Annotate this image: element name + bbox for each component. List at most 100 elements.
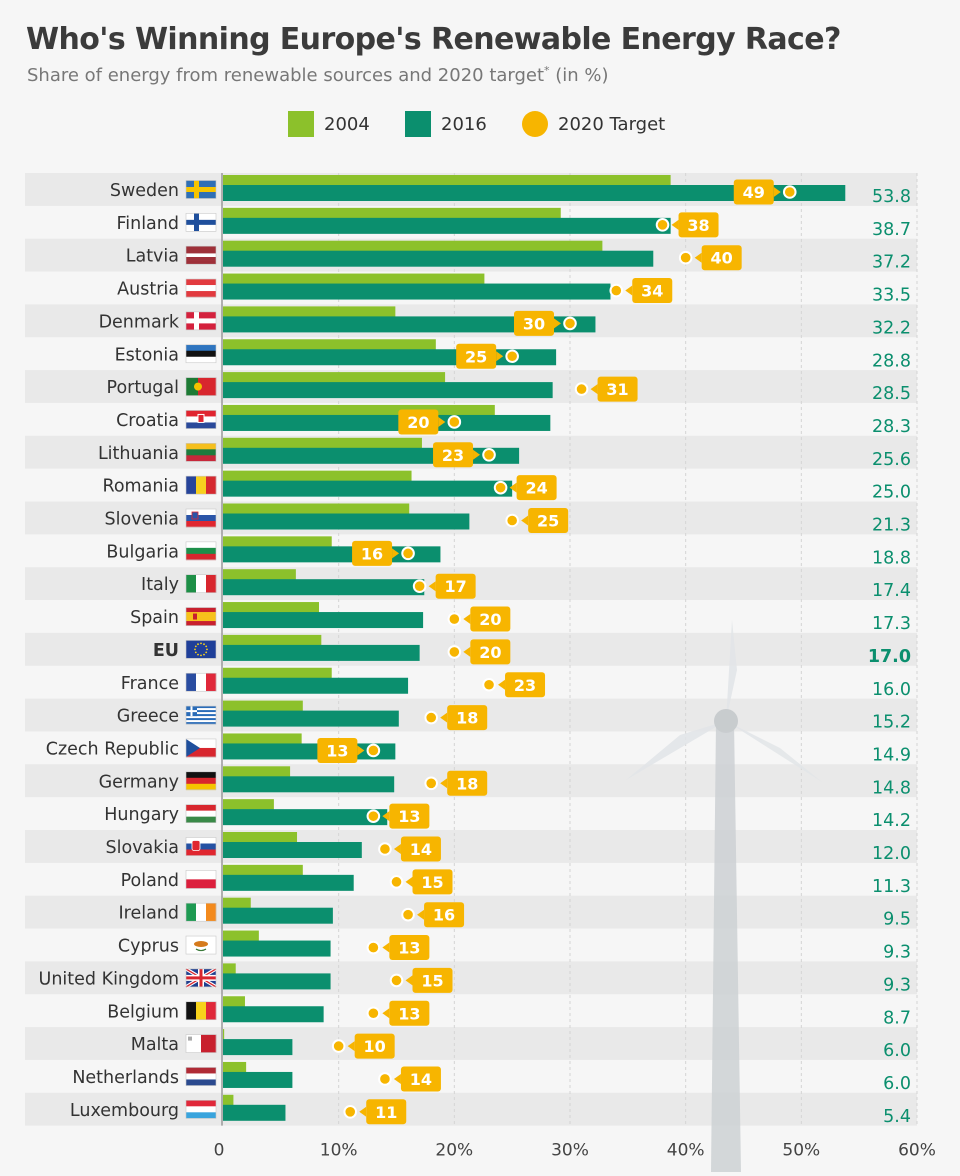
category-label: Netherlands (72, 1068, 179, 1088)
target-value-label: 23 (442, 446, 464, 465)
flag-border (185, 1099, 217, 1119)
bar-2016 (223, 776, 395, 793)
flag-emblem (194, 382, 202, 391)
target-value-label: 13 (398, 939, 420, 958)
target-tag-box (424, 902, 465, 928)
flag-band (186, 708, 216, 711)
flag-band (186, 249, 216, 254)
target-tag: 24 (509, 475, 557, 501)
flag-band (210, 377, 217, 396)
flag-border (185, 278, 217, 298)
flag-band (186, 410, 216, 417)
category-label: Estonia (115, 345, 179, 365)
flag-star (200, 654, 202, 657)
target-dot (401, 907, 415, 922)
target-tag-pointer (347, 1041, 355, 1052)
target-tag-pointer (554, 318, 561, 329)
target-value-label: 13 (398, 807, 420, 826)
flag-band (186, 843, 216, 850)
flag-border (185, 837, 217, 856)
target-dot (505, 349, 519, 364)
value-label-2016: 14.9 (872, 745, 911, 765)
flag-border (185, 410, 217, 429)
turbine-blade (726, 721, 822, 782)
target-tag-pointer (496, 351, 504, 362)
target-tag-pointer (473, 449, 481, 460)
target-value-label: 17 (445, 577, 467, 596)
bar-2016 (223, 842, 362, 858)
target-tag-box (317, 737, 358, 763)
value-label-2016: 32.2 (872, 318, 911, 338)
flag-band (186, 260, 216, 265)
bar-2016 (223, 1039, 293, 1056)
chart-subtitle: Share of energy from renewable sources a… (27, 64, 609, 86)
flag-denmark-icon (185, 311, 217, 331)
value-label-2016: 37.2 (872, 253, 911, 273)
flag-finland-icon (185, 213, 217, 232)
flag-bulgaria-icon (185, 541, 217, 561)
value-label-2016: 5.4 (883, 1107, 911, 1127)
flag-band (186, 816, 216, 823)
flag-band (186, 870, 216, 880)
target-tag: 34 (625, 278, 673, 304)
target-tag: 38 (671, 212, 719, 238)
flag-band (186, 804, 216, 811)
bar-2016 (223, 217, 671, 234)
flag-band (206, 574, 217, 593)
target-dot (366, 743, 381, 758)
bar-2016 (223, 283, 611, 300)
flag-band (206, 673, 217, 692)
flag-band (186, 716, 216, 719)
flag-band (186, 377, 193, 396)
flag-band (186, 849, 216, 856)
flag-emblem (195, 948, 207, 952)
target-tag-pointer (671, 219, 679, 230)
flag-band (186, 720, 216, 723)
target-tag: 16 (352, 540, 400, 566)
bar-2016 (223, 316, 596, 333)
flag-star (203, 653, 205, 656)
bar-2004 (223, 1094, 234, 1111)
target-tag-pointer (625, 285, 633, 296)
target-dot (366, 809, 381, 823)
flag-band (186, 837, 216, 844)
legend-dot-target (522, 111, 548, 137)
flag-band (186, 1079, 216, 1086)
flag-band (186, 673, 197, 692)
flag-emblem (194, 941, 208, 948)
flag-star (200, 642, 202, 645)
target-tag-pointer (438, 416, 446, 427)
target-value-label: 13 (398, 1004, 420, 1023)
flag-border (185, 442, 217, 462)
x-tick-label: 40% (667, 1141, 705, 1161)
flag-slovakia-icon (185, 837, 217, 856)
flag-band (186, 356, 216, 364)
flag-star (203, 643, 205, 646)
subtitle-footnote-mark: * (544, 64, 550, 77)
legend-label-target: 2020 Target (558, 113, 666, 135)
target-tag-box (354, 1033, 395, 1059)
target-value-label: 40 (711, 249, 733, 268)
row-stripe (25, 895, 917, 929)
flag-band (186, 574, 197, 593)
target-dot (782, 185, 797, 199)
target-tag: 15 (405, 967, 453, 993)
value-label-2016: 33.5 (872, 286, 911, 306)
flag-band (206, 903, 217, 922)
value-label-2016: 12.0 (872, 844, 911, 864)
target-tag: 13 (382, 1000, 430, 1026)
flag-band (186, 640, 216, 659)
flag-band (204, 377, 211, 396)
target-tag-box (632, 278, 673, 304)
flag-band (186, 621, 216, 626)
target-tag-box (412, 967, 453, 993)
flag-border (185, 902, 217, 922)
category-label: Slovenia (105, 510, 179, 530)
category-label: Portugal (107, 378, 179, 398)
legend-item-target: 2020 Target (522, 110, 665, 138)
target-dot (366, 940, 381, 955)
target-value-label: 30 (523, 314, 545, 333)
flag-emblem (191, 840, 201, 851)
flag-border (185, 607, 217, 626)
target-dot (447, 645, 462, 659)
